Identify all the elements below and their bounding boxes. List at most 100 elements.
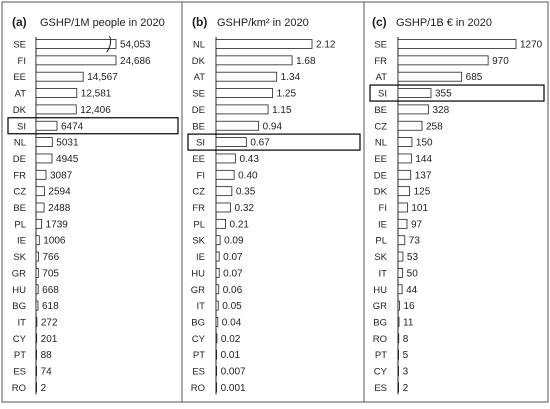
category-label: DE xyxy=(192,105,205,116)
category-label: ES xyxy=(374,383,387,394)
category-label: BE xyxy=(374,105,387,116)
category-label: BE xyxy=(13,203,26,214)
bar xyxy=(397,137,413,148)
category-label: IE xyxy=(17,236,26,247)
bar xyxy=(215,71,278,82)
highlight-box xyxy=(369,84,545,102)
category-label: IT xyxy=(197,301,206,312)
bar xyxy=(397,251,404,262)
panel-title: GSHP/1M people in 2020 xyxy=(40,17,165,29)
value-label: 0.43 xyxy=(239,154,259,165)
value-label: 54,053 xyxy=(120,40,151,51)
category-label: FI xyxy=(18,56,26,67)
panel-b: (b) GSHP/km² in 2020 NL 2.12 DK 1.68 AT 1.34 SE 1… xyxy=(187,15,361,395)
category-label: DK xyxy=(192,56,206,67)
category-label: RO xyxy=(191,383,205,394)
category-label: HU xyxy=(12,285,26,296)
value-label: 258 xyxy=(426,121,443,132)
value-label: 0.07 xyxy=(223,268,243,279)
value-label: 705 xyxy=(42,268,59,279)
value-label: 328 xyxy=(432,105,449,116)
bar xyxy=(35,235,40,246)
bar xyxy=(397,202,408,213)
bar xyxy=(215,39,313,49)
bar xyxy=(35,153,53,164)
bar xyxy=(215,186,233,197)
value-label: 1739 xyxy=(46,219,69,230)
value-label: 4945 xyxy=(56,154,79,165)
bar xyxy=(215,317,219,327)
category-label: FR xyxy=(374,56,387,67)
bar xyxy=(215,349,218,360)
value-label: 0.07 xyxy=(223,252,243,263)
category-label: PL xyxy=(14,219,26,230)
bar xyxy=(397,153,412,164)
value-label: 0.32 xyxy=(234,203,254,214)
value-label: 5031 xyxy=(56,138,79,149)
bar xyxy=(35,55,117,66)
bar xyxy=(397,186,411,197)
value-label: 1.34 xyxy=(281,72,301,83)
category-label: NL xyxy=(375,138,387,149)
bar xyxy=(215,55,293,66)
category-label: PL xyxy=(375,236,387,247)
value-label: 970 xyxy=(492,56,509,67)
bar xyxy=(35,71,84,82)
bar xyxy=(397,218,408,229)
value-label: 0.40 xyxy=(238,170,258,181)
value-label: 0.02 xyxy=(221,334,241,345)
category-label: NL xyxy=(14,138,26,149)
bar xyxy=(215,366,218,376)
value-label: 0.01 xyxy=(221,350,241,361)
value-label: 137 xyxy=(415,170,432,181)
panel-label: (c) xyxy=(372,15,387,29)
bar xyxy=(215,300,219,311)
bar xyxy=(215,137,247,148)
value-label: 0.21 xyxy=(230,219,250,230)
bar xyxy=(215,202,231,213)
bar xyxy=(397,104,429,115)
bar xyxy=(35,39,117,49)
bar xyxy=(397,39,517,49)
bar xyxy=(35,104,77,115)
category-label: ES xyxy=(13,367,26,378)
figure-frame xyxy=(1,1,549,403)
bar xyxy=(35,300,39,311)
bar xyxy=(397,284,403,295)
category-label: CY xyxy=(13,334,27,345)
value-label: 2488 xyxy=(48,203,71,214)
value-label: 6474 xyxy=(61,121,84,132)
bar xyxy=(215,88,274,98)
value-label: 1.15 xyxy=(272,105,292,116)
category-label: PT xyxy=(14,350,26,361)
value-label: 11 xyxy=(403,317,414,328)
bar xyxy=(397,169,412,180)
bar xyxy=(397,300,400,311)
category-label: EE xyxy=(374,154,387,165)
value-label: 2594 xyxy=(48,187,71,198)
bar xyxy=(397,235,406,246)
bar xyxy=(35,202,45,213)
bar xyxy=(397,382,400,393)
category-label: SE xyxy=(13,40,26,51)
value-label: 0.94 xyxy=(263,121,283,132)
value-label: 0.35 xyxy=(236,187,256,198)
bar xyxy=(397,55,489,66)
value-label: 0.09 xyxy=(224,236,244,247)
category-label: GR xyxy=(191,285,205,296)
bar xyxy=(215,382,218,393)
bar xyxy=(35,218,43,229)
bar xyxy=(35,382,38,393)
bar xyxy=(35,333,38,344)
bar xyxy=(397,317,400,327)
bar xyxy=(215,284,220,295)
category-label: SE xyxy=(374,40,387,51)
value-label: 1.25 xyxy=(277,89,297,100)
value-label: 766 xyxy=(42,252,59,263)
category-label: FI xyxy=(197,170,205,181)
category-label: BE xyxy=(192,121,205,132)
category-label: DK xyxy=(13,105,27,116)
category-label: SI xyxy=(17,121,26,132)
category-label: GR xyxy=(12,268,26,279)
bar xyxy=(215,169,235,180)
